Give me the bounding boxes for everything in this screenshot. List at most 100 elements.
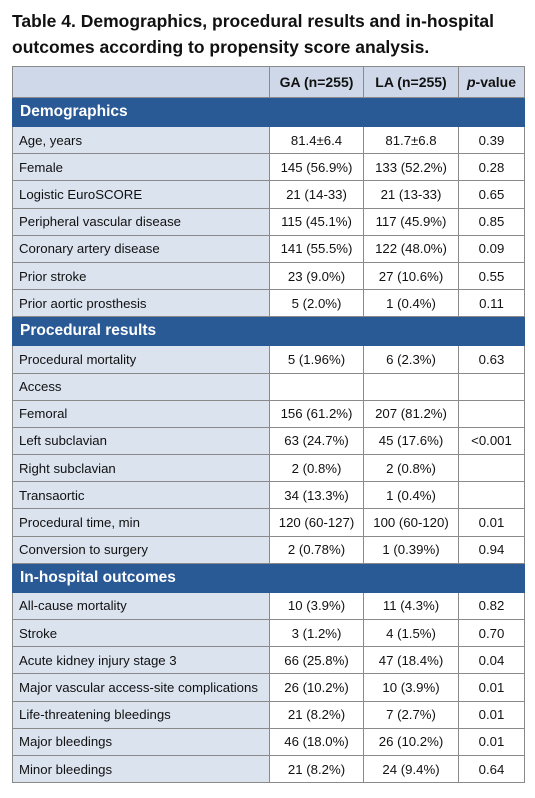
ga-value: 2 (0.78%) bbox=[269, 535, 364, 564]
p-value: 0.39 bbox=[458, 125, 525, 155]
ga-value: 46 (18.0%) bbox=[269, 727, 364, 756]
ga-value: 156 (61.2%) bbox=[269, 399, 364, 428]
p-value bbox=[458, 481, 525, 510]
ga-value bbox=[269, 372, 364, 401]
row-label: Left subclavian bbox=[12, 426, 270, 456]
section-title: In-hospital outcomes bbox=[12, 562, 525, 593]
la-value: 1 (0.39%) bbox=[363, 535, 459, 564]
ga-value: 26 (10.2%) bbox=[269, 673, 364, 702]
p-value: 0.63 bbox=[458, 345, 525, 374]
p-value: 0.94 bbox=[458, 535, 525, 564]
table-row: Left subclavian 63 (24.7%) 45 (17.6%) <0.00… bbox=[12, 426, 525, 456]
table-row: All-cause mortality 10 (3.9%) 11 (4.3%) 0.8… bbox=[12, 591, 525, 621]
header-ga: GA (n=255) bbox=[269, 66, 364, 98]
row-label: Life-threatening bleedings bbox=[12, 700, 270, 729]
ga-value: 5 (2.0%) bbox=[269, 289, 364, 318]
p-value: 0.64 bbox=[458, 754, 525, 784]
row-label: Peripheral vascular disease bbox=[12, 207, 270, 236]
la-value: 122 (48.0%) bbox=[363, 234, 459, 263]
p-value bbox=[458, 372, 525, 401]
table-row: Prior stroke 23 (9.0%) 27 (10.6%) 0.55 bbox=[12, 261, 525, 291]
ga-value: 21 (8.2%) bbox=[269, 754, 364, 784]
ga-value: 21 (14-33) bbox=[269, 180, 364, 209]
p-value: 0.01 bbox=[458, 700, 525, 729]
section-title: Procedural results bbox=[12, 316, 525, 347]
ga-value: 5 (1.96%) bbox=[269, 345, 364, 374]
header-la: LA (n=255) bbox=[363, 66, 459, 98]
row-label: Procedural mortality bbox=[12, 345, 270, 374]
ga-value: 21 (8.2%) bbox=[269, 700, 364, 729]
la-value: 26 (10.2%) bbox=[363, 727, 459, 756]
table-row: Peripheral vascular disease 115 (45.1%) 11… bbox=[12, 207, 525, 236]
p-value: 0.09 bbox=[458, 234, 525, 263]
table-title: Table 4. Demographics, procedural result… bbox=[12, 11, 495, 57]
la-value: 10 (3.9%) bbox=[363, 673, 459, 702]
p-value: 0.04 bbox=[458, 646, 525, 675]
header-pvalue-p: p bbox=[466, 74, 476, 90]
la-value: 11 (4.3%) bbox=[363, 591, 459, 621]
ga-value: 3 (1.2%) bbox=[269, 618, 364, 648]
header-pvalue: p-value bbox=[458, 66, 525, 98]
row-label: Transaortic bbox=[12, 481, 270, 510]
table-row: Procedural mortality 5 (1.96%) 6 (2.3%) 0.6… bbox=[12, 345, 525, 374]
p-value: 0.28 bbox=[458, 153, 525, 182]
la-value: 100 (60-120) bbox=[363, 508, 459, 537]
la-value: 4 (1.5%) bbox=[363, 618, 459, 648]
row-label: Procedural time, min bbox=[12, 508, 270, 537]
row-label: Coronary artery disease bbox=[12, 234, 270, 263]
ga-value: 34 (13.3%) bbox=[269, 481, 364, 510]
table-row: Logistic EuroSCORE 21 (14-33) 21 (13-33) 0.… bbox=[12, 180, 525, 209]
la-value: 6 (2.3%) bbox=[363, 345, 459, 374]
table-row: Access bbox=[12, 372, 525, 401]
la-value: 1 (0.4%) bbox=[363, 289, 459, 318]
la-value: 47 (18.4%) bbox=[363, 646, 459, 675]
section-header-row: In-hospital outcomes bbox=[12, 562, 525, 593]
p-value: 0.01 bbox=[458, 508, 525, 537]
ga-value: 115 (45.1%) bbox=[269, 207, 364, 236]
la-value: 24 (9.4%) bbox=[363, 754, 459, 784]
la-value: 45 (17.6%) bbox=[363, 426, 459, 456]
row-label: Logistic EuroSCORE bbox=[12, 180, 270, 209]
row-label: Major bleedings bbox=[12, 727, 270, 756]
table-row: Procedural time, min 120 (60-127) 100 (60-… bbox=[12, 508, 525, 537]
la-value: 27 (10.6%) bbox=[363, 261, 459, 291]
ga-value: 2 (0.8%) bbox=[269, 454, 364, 483]
section-title: Demographics bbox=[12, 97, 525, 127]
p-value: 0.70 bbox=[458, 618, 525, 648]
ga-value: 145 (56.9%) bbox=[269, 153, 364, 182]
row-label: Major vascular access-site complications bbox=[12, 673, 270, 702]
row-label: Age, years bbox=[12, 125, 270, 155]
row-label: Stroke bbox=[12, 618, 270, 648]
p-value: 0.82 bbox=[458, 591, 525, 621]
row-label: Conversion to surgery bbox=[12, 535, 270, 564]
row-label: Access bbox=[12, 372, 270, 401]
row-label: All-cause mortality bbox=[12, 591, 270, 621]
table-row: Minor bleedings 21 (8.2%) 24 (9.4%) 0.64 bbox=[12, 754, 525, 784]
table-row: Acute kidney injury stage 3 66 (25.8%) 47 … bbox=[12, 646, 525, 675]
table-row: Right subclavian 2 (0.8%) 2 (0.8%) bbox=[12, 454, 525, 483]
header-blank-cell bbox=[12, 66, 270, 98]
la-value: 1 (0.4%) bbox=[363, 481, 459, 510]
table-row: Femoral 156 (61.2%) 207 (81.2%) bbox=[12, 399, 525, 428]
la-value: 117 (45.9%) bbox=[363, 207, 459, 236]
row-label: Female bbox=[12, 153, 270, 182]
p-value: <0.001 bbox=[458, 426, 525, 456]
row-label: Minor bleedings bbox=[12, 754, 270, 784]
p-value bbox=[458, 454, 525, 483]
p-value bbox=[458, 399, 525, 428]
table-row: Life-threatening bleedings 21 (8.2%) 7 (2.… bbox=[12, 700, 525, 729]
row-label: Acute kidney injury stage 3 bbox=[12, 646, 270, 675]
ga-value: 66 (25.8%) bbox=[269, 646, 364, 675]
table-row: Major bleedings 46 (18.0%) 26 (10.2%) 0.01 bbox=[12, 727, 525, 756]
p-value: 0.65 bbox=[458, 180, 525, 209]
row-label: Prior stroke bbox=[12, 261, 270, 291]
la-value: 207 (81.2%) bbox=[363, 399, 459, 428]
table-row: Conversion to surgery 2 (0.78%) 1 (0.39%) 0… bbox=[12, 535, 525, 564]
table-row: Age, years 81.4±6.4 81.7±6.8 0.39 bbox=[12, 125, 525, 155]
p-value: 0.11 bbox=[458, 289, 525, 318]
p-value: 0.01 bbox=[458, 727, 525, 756]
table-row: Stroke 3 (1.2%) 4 (1.5%) 0.70 bbox=[12, 618, 525, 648]
la-value: 133 (52.2%) bbox=[363, 153, 459, 182]
row-label: Femoral bbox=[12, 399, 270, 428]
ga-value: 141 (55.5%) bbox=[269, 234, 364, 263]
